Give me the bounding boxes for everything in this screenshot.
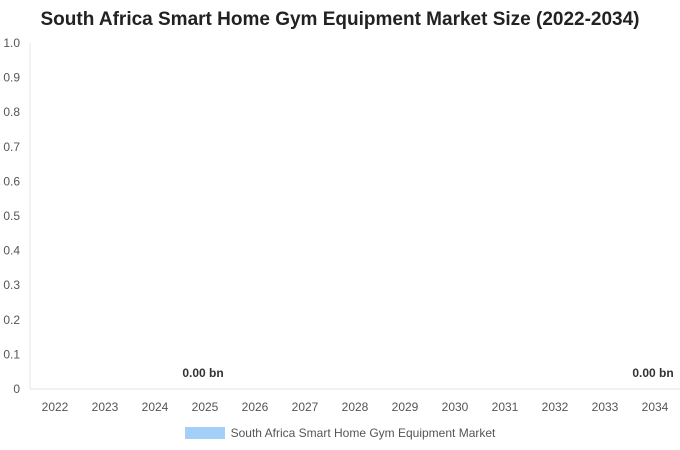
x-tick-label: 2026 xyxy=(242,400,269,414)
x-tick-label: 2029 xyxy=(392,400,419,414)
legend-swatch xyxy=(184,427,225,439)
data-label: 0.00 bn xyxy=(632,366,673,380)
y-tick-label: 0.3 xyxy=(3,278,20,292)
y-tick-label: 0.2 xyxy=(3,313,20,327)
y-tick-label: 0 xyxy=(13,382,20,396)
x-tick-label: 2032 xyxy=(542,400,569,414)
y-tick-label: 0.1 xyxy=(3,347,20,361)
chart-title: South Africa Smart Home Gym Equipment Ma… xyxy=(40,9,640,30)
y-tick-label: 0.9 xyxy=(3,71,20,85)
x-tick-label: 2022 xyxy=(42,400,69,414)
y-tick-label: 0.8 xyxy=(3,105,20,119)
y-tick-label: 1.0 xyxy=(3,36,20,50)
x-tick-label: 2033 xyxy=(592,400,619,414)
x-tick-label: 2028 xyxy=(342,400,369,414)
x-tick-label: 2034 xyxy=(642,400,669,414)
legend[interactable]: South Africa Smart Home Gym Equipment Ma… xyxy=(0,426,680,440)
y-tick-label: 0.4 xyxy=(3,244,20,258)
x-tick-label: 2024 xyxy=(142,400,169,414)
y-tick-label: 0.6 xyxy=(3,174,20,188)
x-tick-label: 2030 xyxy=(442,400,469,414)
y-tick-label: 0.5 xyxy=(3,209,20,223)
data-label: 0.00 bn xyxy=(182,366,223,380)
x-tick-label: 2025 xyxy=(192,400,219,414)
x-tick-label: 2031 xyxy=(492,400,519,414)
y-tick-label: 0.7 xyxy=(3,140,20,154)
legend-label: South Africa Smart Home Gym Equipment Ma… xyxy=(230,426,496,440)
x-tick-label: 2027 xyxy=(292,400,319,414)
x-tick-label: 2023 xyxy=(92,400,119,414)
